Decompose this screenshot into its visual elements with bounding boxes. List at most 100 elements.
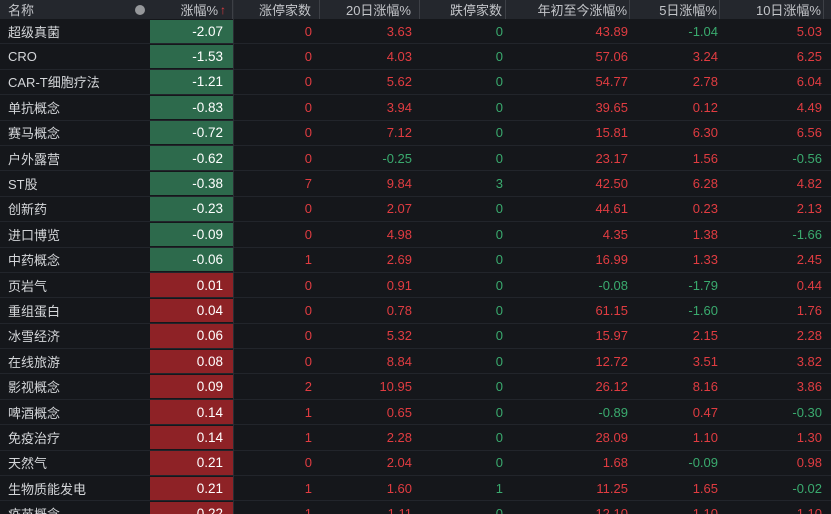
table-row[interactable]: 在线旅游 0.08 0 8.84 0 12.72 3.51 3.82 [0, 349, 831, 375]
limit-up-value: 1 [304, 480, 312, 496]
column-header-d20[interactable]: 20日涨幅% [320, 0, 420, 19]
d20-value: 0.78 [386, 302, 412, 318]
limit-up-value: 1 [304, 252, 312, 268]
sector-name: CRO [8, 49, 37, 65]
d20-value: 5.62 [386, 74, 412, 90]
table-row[interactable]: 赛马概念 -0.72 0 7.12 0 15.81 6.30 6.56 [0, 121, 831, 146]
d10-value: 2.45 [796, 252, 822, 268]
limit-down-value: 0 [495, 277, 503, 293]
change-percent-cell: -1.53 [150, 44, 233, 69]
change-percent-cell: -0.06 [150, 248, 233, 272]
table-row[interactable]: 天然气 0.21 0 2.04 0 1.68 -0.09 0.98 [0, 451, 831, 477]
column-header-label: 涨幅% [180, 3, 218, 18]
d10-value: 2.28 [796, 328, 822, 344]
column-header-ytd[interactable]: 年初至今涨幅% [506, 0, 630, 19]
column-header-limit_down[interactable]: 跌停家数 [420, 0, 506, 19]
d5-value: 2.78 [692, 74, 718, 90]
d5-value: 0.23 [692, 201, 718, 217]
indicator-dot-icon[interactable] [135, 4, 145, 15]
table-row[interactable]: 冰雪经济 0.06 0 5.32 0 15.97 2.15 2.28 [0, 324, 831, 350]
table-row[interactable]: 啤酒概念 0.14 1 0.65 0 -0.89 0.47 -0.30 [0, 400, 831, 426]
change-percent-cell: -0.62 [150, 146, 233, 170]
d20-value: 2.28 [386, 429, 412, 445]
d20-value: 0.91 [386, 277, 412, 293]
change-percent-cell: 0.14 [150, 400, 233, 424]
limit-down-value: 0 [495, 506, 503, 514]
d10-value: -0.30 [792, 404, 822, 420]
d5-value: 0.12 [692, 99, 718, 115]
ytd-value: 28.09 [595, 429, 628, 445]
ytd-value: 4.35 [602, 226, 628, 242]
ytd-value: 12.10 [595, 506, 628, 514]
sector-name: 疫苗概念 [0, 501, 150, 514]
ytd-value: 57.06 [595, 49, 628, 65]
table-row[interactable]: CRO -1.53 0 4.03 0 57.06 3.24 6.25 [0, 44, 831, 70]
table-row[interactable]: 疫苗概念0.22 1 1.11 0 12.10 1.10 1.10 [0, 501, 831, 514]
table-row[interactable]: 影视概念 0.09 2 10.95 0 26.12 8.16 3.86 [0, 374, 831, 400]
table-row[interactable]: 中药概念 -0.06 1 2.69 0 16.99 1.33 2.45 [0, 248, 831, 273]
table-row[interactable]: 户外露营 -0.62 0 -0.25 0 23.17 1.56 -0.56 [0, 146, 831, 172]
d5-value: 1.10 [692, 506, 718, 514]
sector-name: ST股 [8, 177, 38, 193]
column-header-d5[interactable]: 5日涨幅% [630, 0, 720, 19]
limit-down-value: 0 [495, 74, 503, 90]
column-header-label: 涨停家数 [258, 3, 311, 18]
table-row[interactable]: ST股 -0.38 7 9.84 3 42.50 6.28 4.82 [0, 171, 831, 197]
limit-down-value: 0 [495, 302, 503, 318]
d20-value: 1.60 [386, 480, 412, 496]
change-percent-cell: 0.21 [150, 451, 233, 475]
column-header-label: 年初至今涨幅% [537, 3, 627, 18]
sector-name: 在线旅游 [8, 354, 61, 370]
d10-value: -0.56 [792, 150, 822, 166]
column-header-name[interactable]: 名称 [0, 0, 150, 19]
d10-value: 6.56 [796, 125, 822, 141]
sector-name: 重组蛋白 [8, 303, 61, 319]
sector-name: 创新药 [8, 202, 48, 218]
column-header-d10[interactable]: 10日涨幅% [720, 0, 824, 19]
d5-value: 1.38 [692, 226, 718, 242]
table-row[interactable]: 单抗概念 -0.83 0 3.94 0 39.65 0.12 4.49 [0, 95, 831, 121]
change-percent-cell: 0.09 [150, 374, 233, 399]
table-row[interactable]: CAR-T细胞疗法 -1.21 0 5.62 0 54.77 2.78 6.04 [0, 70, 831, 96]
limit-up-value: 2 [304, 379, 312, 395]
change-percent-cell: 0.04 [150, 298, 233, 323]
d10-value: 6.25 [796, 49, 822, 65]
column-header-label: 10日涨幅% [755, 3, 821, 18]
limit-up-value: 0 [304, 49, 312, 65]
ytd-value: 26.12 [595, 379, 628, 395]
table-row[interactable]: 创新药 -0.23 0 2.07 0 44.61 0.23 2.13 [0, 197, 831, 223]
column-header-chg[interactable]: 涨幅% ↑ [150, 0, 233, 19]
ytd-value: 43.89 [595, 23, 628, 39]
change-percent-cell: 0.08 [150, 349, 233, 373]
limit-down-value: 0 [495, 328, 503, 344]
change-percent-cell: 0.21 [150, 476, 233, 500]
d20-value: 2.04 [386, 455, 412, 471]
limit-down-value: 0 [495, 353, 503, 369]
sector-name: 免疫治疗 [8, 430, 61, 446]
table-row[interactable]: 页岩气 0.01 0 0.91 0 -0.08 -1.79 0.44 [0, 273, 831, 299]
table-row[interactable]: 进口博览 -0.09 0 4.98 0 4.35 1.38 -1.66 [0, 222, 831, 248]
sector-name: 单抗概念 [8, 100, 61, 116]
sort-ascending-icon: ↑ [220, 2, 226, 17]
d5-value: -1.79 [688, 277, 718, 293]
sector-name: 超级真菌 [8, 24, 61, 40]
d20-value: 5.32 [386, 328, 412, 344]
table-row[interactable]: 超级真菌 -2.07 0 3.63 0 43.89 -1.04 5.03 [0, 19, 831, 45]
table-header: 名称 涨幅% ↑ 涨停家数 20日涨幅% 跌停家数 年初至今涨幅% 5日涨幅% 10日涨幅% [0, 0, 831, 19]
limit-up-value: 0 [304, 125, 312, 141]
column-header-limit_up[interactable]: 涨停家数 [233, 0, 320, 19]
change-percent-cell: -0.09 [150, 222, 233, 247]
table-row[interactable]: 免疫治疗 0.14 1 2.28 0 28.09 1.10 1.30 [0, 425, 831, 451]
ytd-value: 15.97 [595, 328, 628, 344]
limit-up-value: 0 [304, 353, 312, 369]
limit-down-value: 0 [495, 201, 503, 217]
table-row[interactable]: 重组蛋白 0.04 0 0.78 0 61.15 -1.60 1.76 [0, 298, 831, 324]
ytd-value: 39.65 [595, 99, 628, 115]
limit-up-value: 1 [304, 404, 312, 420]
column-header-label: 5日涨幅% [659, 3, 717, 18]
table-row[interactable]: 生物质能发电 0.21 1 1.60 1 11.25 1.65 -0.02 [0, 476, 831, 502]
d10-value: -0.02 [792, 480, 822, 496]
d20-value: 1.11 [387, 506, 412, 514]
limit-up-value: 0 [304, 328, 312, 344]
